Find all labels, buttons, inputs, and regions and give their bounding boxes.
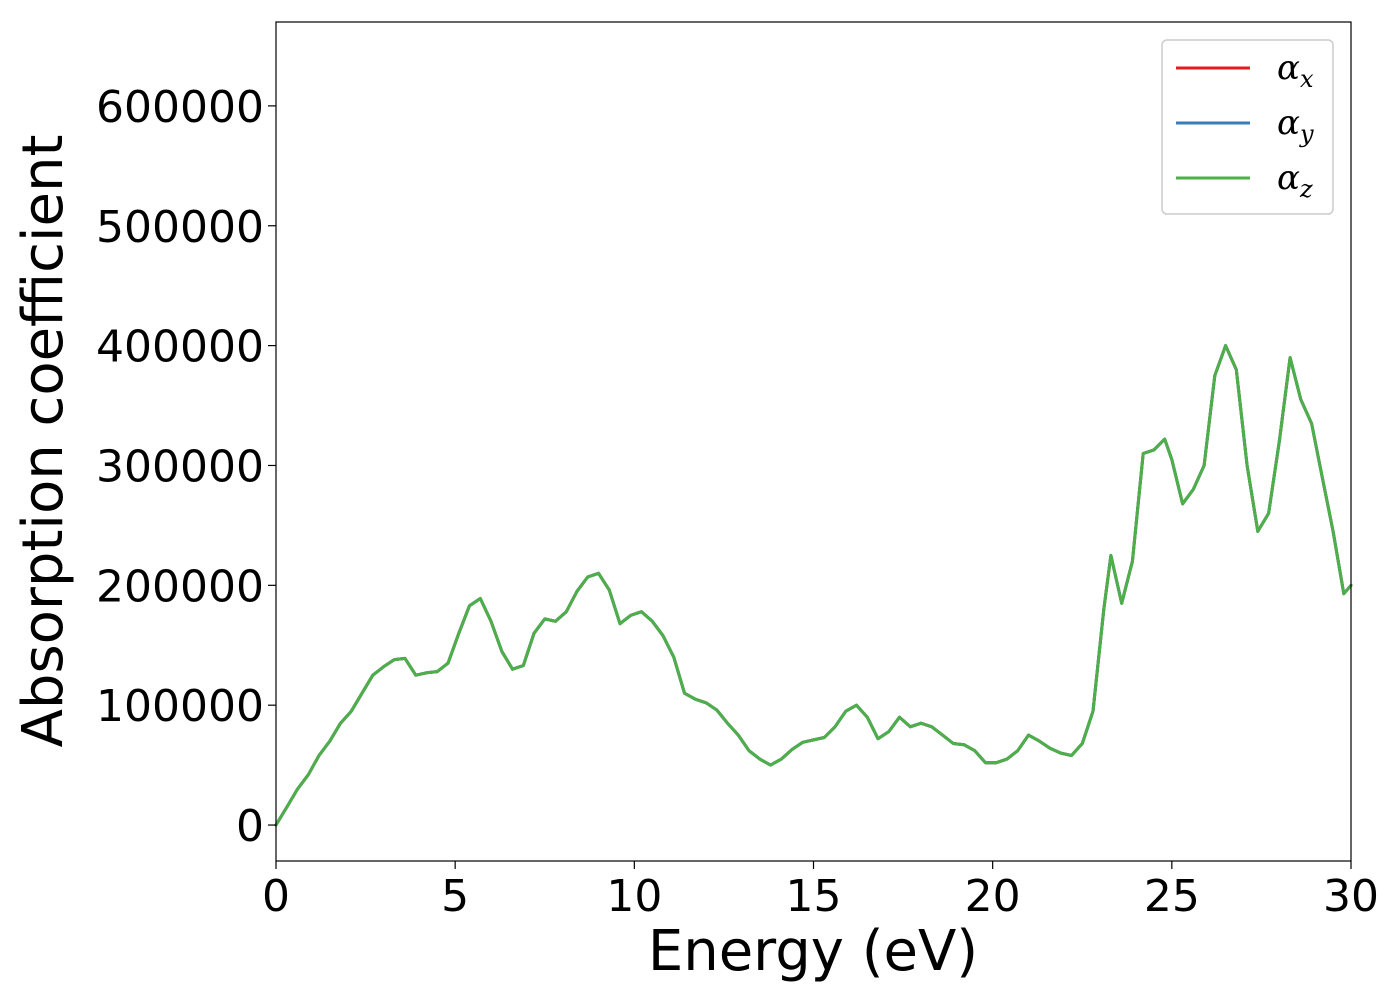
y-axis: 0 100000 200000 300000 400000 500000 600000 — [96, 82, 276, 852]
y-tick-label: 300000 — [96, 441, 264, 492]
legend-box — [1161, 39, 1334, 215]
x-tick-label: 30 — [1323, 871, 1379, 922]
x-tick-label: 10 — [606, 871, 662, 922]
x-axis: 0 5 10 15 20 25 30 — [262, 861, 1379, 922]
legend-subscript: y — [1299, 120, 1314, 148]
x-tick-label: 25 — [1144, 871, 1200, 922]
series-line-3 — [274, 344, 1353, 827]
legend-subscript: x — [1300, 65, 1314, 93]
x-tick-label: 20 — [965, 871, 1021, 922]
x-axis-label: Energy (eV) — [648, 919, 978, 984]
y-axis-label: Absorption coefficient — [11, 135, 76, 748]
x-tick-label: 0 — [262, 871, 290, 922]
y-tick-label: 400000 — [96, 322, 264, 373]
y-tick-label: 0 — [236, 801, 264, 852]
y-tick-label: 100000 — [96, 681, 264, 732]
x-tick-label: 15 — [786, 871, 842, 922]
x-tick-label: 5 — [441, 871, 469, 922]
y-tick-label: 500000 — [96, 202, 264, 253]
y-tick-label: 600000 — [96, 82, 264, 133]
series-layer — [274, 344, 1353, 827]
y-tick-label: 200000 — [96, 561, 264, 612]
legend-subscript: z — [1299, 175, 1313, 203]
